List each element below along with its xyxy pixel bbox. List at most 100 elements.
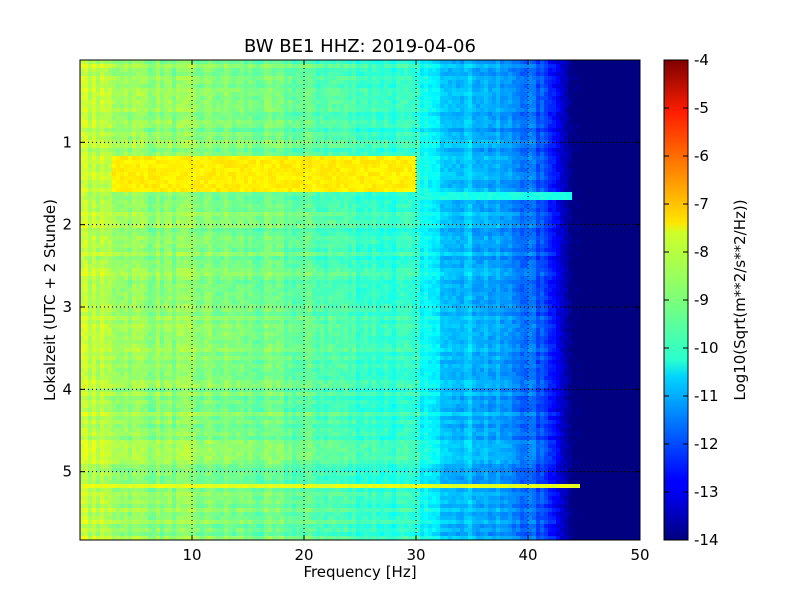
heatmap-cell xyxy=(316,60,321,65)
heatmap-cell xyxy=(488,128,493,133)
heatmap-cell xyxy=(392,60,397,65)
heatmap-cell xyxy=(428,88,433,93)
heatmap-cell xyxy=(300,200,305,205)
heatmap-cell xyxy=(416,96,421,101)
heatmap-cell xyxy=(572,164,577,169)
heatmap-cell xyxy=(192,164,197,169)
heatmap-cell xyxy=(504,148,509,153)
heatmap-cell xyxy=(280,200,285,205)
heatmap-cell xyxy=(140,84,145,89)
heatmap-cell xyxy=(500,144,505,149)
heatmap-cell xyxy=(104,104,109,109)
heatmap-cell xyxy=(136,200,141,205)
heatmap-cell xyxy=(472,196,477,201)
heatmap-cell xyxy=(496,72,501,77)
heatmap-cell xyxy=(460,148,465,153)
heatmap-cell xyxy=(140,164,145,169)
heatmap-cell xyxy=(336,128,341,133)
heatmap-cell xyxy=(500,68,505,73)
heatmap-cell xyxy=(180,100,185,105)
heatmap-cell xyxy=(320,140,325,145)
heatmap-cell xyxy=(124,192,129,197)
heatmap-cell xyxy=(244,96,249,101)
heatmap-cell xyxy=(392,180,397,185)
heatmap-cell xyxy=(140,80,145,85)
heatmap-cell xyxy=(168,192,173,197)
heatmap-cell xyxy=(288,196,293,201)
heatmap-cell xyxy=(348,188,353,193)
heatmap-cell xyxy=(400,80,405,85)
heatmap-cell xyxy=(84,128,89,133)
heatmap-cell xyxy=(424,80,429,85)
heatmap-cell xyxy=(196,148,201,153)
heatmap-cell xyxy=(156,180,161,185)
heatmap-cell xyxy=(468,192,473,197)
heatmap-cell xyxy=(172,148,177,153)
heatmap-cell xyxy=(268,200,273,205)
heatmap-cell xyxy=(256,124,261,129)
heatmap-cell xyxy=(636,96,640,101)
heatmap-cell xyxy=(496,152,501,157)
heatmap-cell xyxy=(148,176,153,181)
heatmap-cell xyxy=(416,200,421,205)
heatmap-cell xyxy=(396,92,401,97)
heatmap-cell xyxy=(324,72,329,77)
heatmap-cell xyxy=(448,68,453,73)
heatmap-cell xyxy=(264,200,269,205)
heatmap-cell xyxy=(136,108,141,113)
heatmap-cell xyxy=(228,100,233,105)
heatmap-cell xyxy=(224,88,229,93)
heatmap-cell xyxy=(140,136,145,141)
heatmap-cell xyxy=(516,168,521,173)
heatmap-cell xyxy=(268,184,273,189)
heatmap-cell xyxy=(144,200,149,205)
heatmap-cell xyxy=(556,168,561,173)
heatmap-cell xyxy=(80,80,85,85)
heatmap-cell xyxy=(456,172,461,177)
heatmap-cell xyxy=(576,144,581,149)
heatmap-cell xyxy=(560,144,565,149)
heatmap-cell xyxy=(368,196,373,201)
heatmap-cell xyxy=(384,92,389,97)
heatmap-cell xyxy=(208,92,213,97)
heatmap-cell xyxy=(496,172,501,177)
heatmap-cell xyxy=(404,120,409,125)
heatmap-cell xyxy=(476,92,481,97)
heatmap-cell xyxy=(248,148,253,153)
heatmap-cell xyxy=(360,132,365,137)
heatmap-cell xyxy=(380,132,385,137)
heatmap-cell xyxy=(568,152,573,157)
heatmap-cell xyxy=(268,168,273,173)
heatmap-cell xyxy=(92,64,97,69)
heatmap-cell xyxy=(208,132,213,137)
heatmap-cell xyxy=(488,136,493,141)
heatmap-cell xyxy=(120,92,125,97)
heatmap-cell xyxy=(624,124,629,129)
heatmap-cell xyxy=(360,160,365,165)
heatmap-cell xyxy=(296,60,301,65)
heatmap-cell xyxy=(224,76,229,81)
heatmap-cell xyxy=(328,128,333,133)
heatmap-cell xyxy=(600,192,605,197)
heatmap-cell xyxy=(400,160,405,165)
heatmap-cell xyxy=(328,172,333,177)
heatmap-cell xyxy=(264,68,269,73)
heatmap-cell xyxy=(456,196,461,201)
heatmap-cell xyxy=(548,128,553,133)
heatmap-cell xyxy=(292,60,297,65)
heatmap-cell xyxy=(636,164,640,169)
heatmap-cell xyxy=(592,156,597,161)
heatmap-cell xyxy=(100,180,105,185)
heatmap-cell xyxy=(316,140,321,145)
heatmap-cell xyxy=(320,112,325,117)
heatmap-cell xyxy=(624,164,629,169)
heatmap-cell xyxy=(100,112,105,117)
heatmap-cell xyxy=(416,108,421,113)
heatmap-cell xyxy=(264,156,269,161)
heatmap-cell xyxy=(412,156,417,161)
heatmap-cell xyxy=(304,100,309,105)
heatmap-cell xyxy=(84,120,89,125)
heatmap-cell xyxy=(512,104,517,109)
heatmap-cell xyxy=(404,68,409,73)
